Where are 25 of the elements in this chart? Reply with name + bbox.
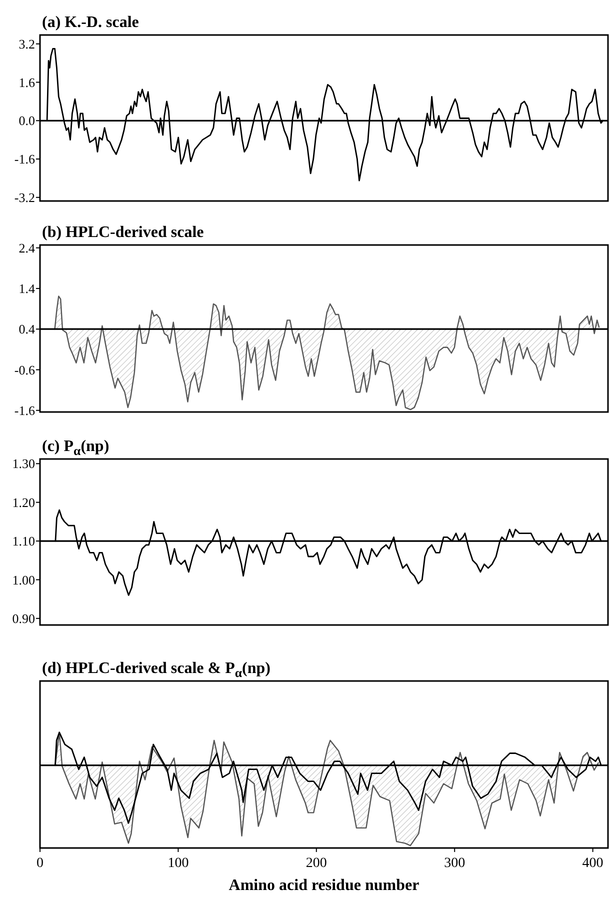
y-tick-label: 1.4 [18, 281, 36, 296]
x-tick-label: 100 [168, 856, 189, 871]
y-tick-label: 0.90 [12, 610, 35, 626]
y-tick-label: 1.6 [18, 74, 36, 90]
x-tick-label: 200 [306, 856, 327, 871]
y-tick-label: 0.0 [18, 113, 35, 128]
y-tick-label: 1.10 [12, 534, 35, 549]
chart-title: (b) HPLC-derived scale [42, 224, 204, 241]
y-tick-label: 0.4 [18, 322, 36, 337]
chart-title: (a) K.-D. scale [42, 14, 139, 31]
y-tick-label: -0.6 [14, 362, 36, 378]
chart-title: (c) P$_{α}$(np) [42, 438, 110, 458]
y-tick-label: -1.6 [14, 402, 36, 418]
x-tick-label: 400 [582, 856, 604, 871]
y-tick-label: 1.00 [12, 572, 35, 588]
y-tick-label: 2.4 [18, 240, 36, 256]
x-axis-title: Amino acid residue number [228, 877, 420, 894]
y-tick-label: -1.6 [14, 152, 36, 167]
chart-title: (d) HPLC-derived scale & P$_{α}$(np) [42, 660, 270, 680]
y-tick-label: -3.2 [14, 190, 35, 205]
y-tick-label: 1.20 [12, 494, 35, 510]
y-tick-label: 1.30 [12, 456, 35, 472]
y-tick-label: 3.2 [18, 36, 35, 52]
x-tick-label: 0 [36, 856, 44, 871]
x-tick-label: 300 [444, 856, 466, 871]
